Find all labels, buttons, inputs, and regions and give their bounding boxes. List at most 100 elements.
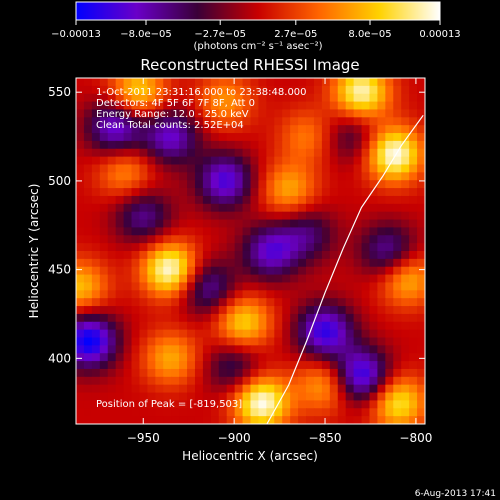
heatmap-cell — [179, 172, 188, 181]
heatmap-cell — [234, 140, 244, 150]
heatmap-cell — [234, 376, 244, 386]
heatmap-cell — [218, 376, 228, 386]
heatmap-cell — [313, 274, 323, 284]
heatmap-cell — [393, 243, 402, 252]
heatmap-cell — [417, 282, 425, 291]
heatmap-cell — [91, 274, 101, 284]
heatmap-cell — [99, 274, 109, 284]
heatmap-cell — [401, 251, 410, 260]
heatmap-cell — [369, 188, 379, 197]
heatmap-cell — [194, 211, 204, 221]
heatmap-cell — [91, 203, 101, 213]
heatmap-cell — [369, 211, 379, 221]
heatmap-cell — [187, 140, 196, 150]
colorbar-ticks: −0.00013 −8.0e−05 −2.7e−05 2.7e−05 8.0e−05 0.… — [51, 20, 461, 40]
heatmap-cell — [329, 164, 339, 173]
heatmap-cell — [417, 172, 425, 181]
heatmap-cell — [409, 321, 418, 331]
heatmap-cell — [226, 78, 236, 87]
heatmap-cell — [401, 219, 410, 229]
heatmap-cell — [131, 109, 141, 118]
heatmap-cell — [123, 148, 133, 158]
heatmap-cell — [234, 368, 244, 378]
heatmap-cell — [234, 337, 244, 346]
heatmap-cell — [377, 290, 386, 299]
heatmap-cell — [107, 329, 117, 339]
heatmap-cell — [131, 133, 141, 142]
heatmap-cell — [115, 85, 125, 95]
heatmap-cell — [313, 266, 323, 276]
heatmap-cell — [139, 376, 148, 386]
heatmap-cell — [107, 282, 117, 291]
heatmap-cell — [250, 188, 260, 197]
heatmap-cell — [139, 203, 148, 213]
heatmap-cell — [76, 203, 85, 213]
heatmap-cell — [353, 93, 363, 103]
heatmap-cell — [179, 306, 188, 315]
heatmap-cell — [131, 251, 141, 260]
heatmap-cell — [250, 109, 260, 118]
heatmap-cell — [369, 313, 379, 323]
heatmap-cell — [131, 368, 141, 378]
heatmap-cell — [147, 345, 156, 354]
heatmap-cell — [313, 109, 323, 118]
heatmap-cell — [298, 148, 307, 158]
heatmap-cell — [187, 195, 196, 205]
heatmap-cell — [353, 400, 363, 409]
heatmap-cell — [83, 219, 93, 229]
heatmap-cell — [115, 117, 125, 126]
heatmap-cell — [266, 384, 275, 394]
heatmap-cell — [76, 188, 85, 197]
heatmap-cell — [218, 361, 228, 370]
heatmap-cell — [187, 235, 196, 244]
heatmap-cell — [250, 156, 260, 166]
heatmap-cell — [210, 133, 220, 142]
heatmap-cell — [258, 109, 267, 118]
heatmap-cell — [298, 345, 307, 354]
heatmap-cell — [226, 251, 236, 260]
heatmap-cell — [115, 148, 125, 158]
heatmap-cell — [337, 321, 347, 331]
heatmap-cell — [258, 172, 267, 181]
heatmap-cell — [115, 180, 125, 189]
heatmap-cell — [345, 133, 355, 142]
heatmap-cell — [194, 384, 204, 394]
heatmap-cell — [210, 408, 220, 417]
heatmap-cell — [250, 313, 260, 323]
heatmap-cell — [306, 125, 315, 134]
heatmap-cell — [345, 290, 355, 299]
heatmap-cell — [321, 211, 331, 221]
heatmap-cell — [179, 156, 188, 166]
heatmap-cell — [139, 156, 148, 166]
heatmap-cell — [321, 148, 331, 158]
heatmap-cell — [321, 392, 331, 402]
heatmap-cell — [385, 219, 394, 229]
heatmap-cell — [353, 408, 363, 417]
heatmap-cell — [290, 321, 299, 331]
heatmap-cell — [266, 290, 275, 299]
heatmap-cell — [226, 376, 236, 386]
heatmap-cell — [226, 361, 236, 370]
heatmap-cell — [298, 408, 307, 417]
heatmap-cell — [202, 140, 212, 150]
heatmap-cell — [337, 243, 347, 252]
heatmap-cell — [202, 109, 212, 118]
heatmap-cell — [155, 227, 164, 236]
heatmap-cell — [99, 85, 109, 95]
heatmap-cell — [282, 164, 291, 173]
heatmap-cell — [115, 235, 125, 244]
heatmap-cell — [139, 258, 148, 268]
heatmap-cell — [123, 227, 133, 236]
heatmap-cell — [313, 133, 323, 142]
heatmap-cell — [91, 156, 101, 166]
heatmap-cell — [266, 235, 275, 244]
heatmap-cell — [242, 361, 252, 370]
heatmap-cell — [313, 313, 323, 323]
heatmap-cell — [369, 384, 379, 394]
heatmap-cell — [329, 101, 339, 111]
heatmap-cell — [345, 78, 355, 87]
heatmap-cell — [163, 376, 172, 386]
heatmap-cell — [337, 376, 347, 386]
heatmap-cell — [163, 274, 172, 284]
heatmap-cell — [393, 290, 402, 299]
